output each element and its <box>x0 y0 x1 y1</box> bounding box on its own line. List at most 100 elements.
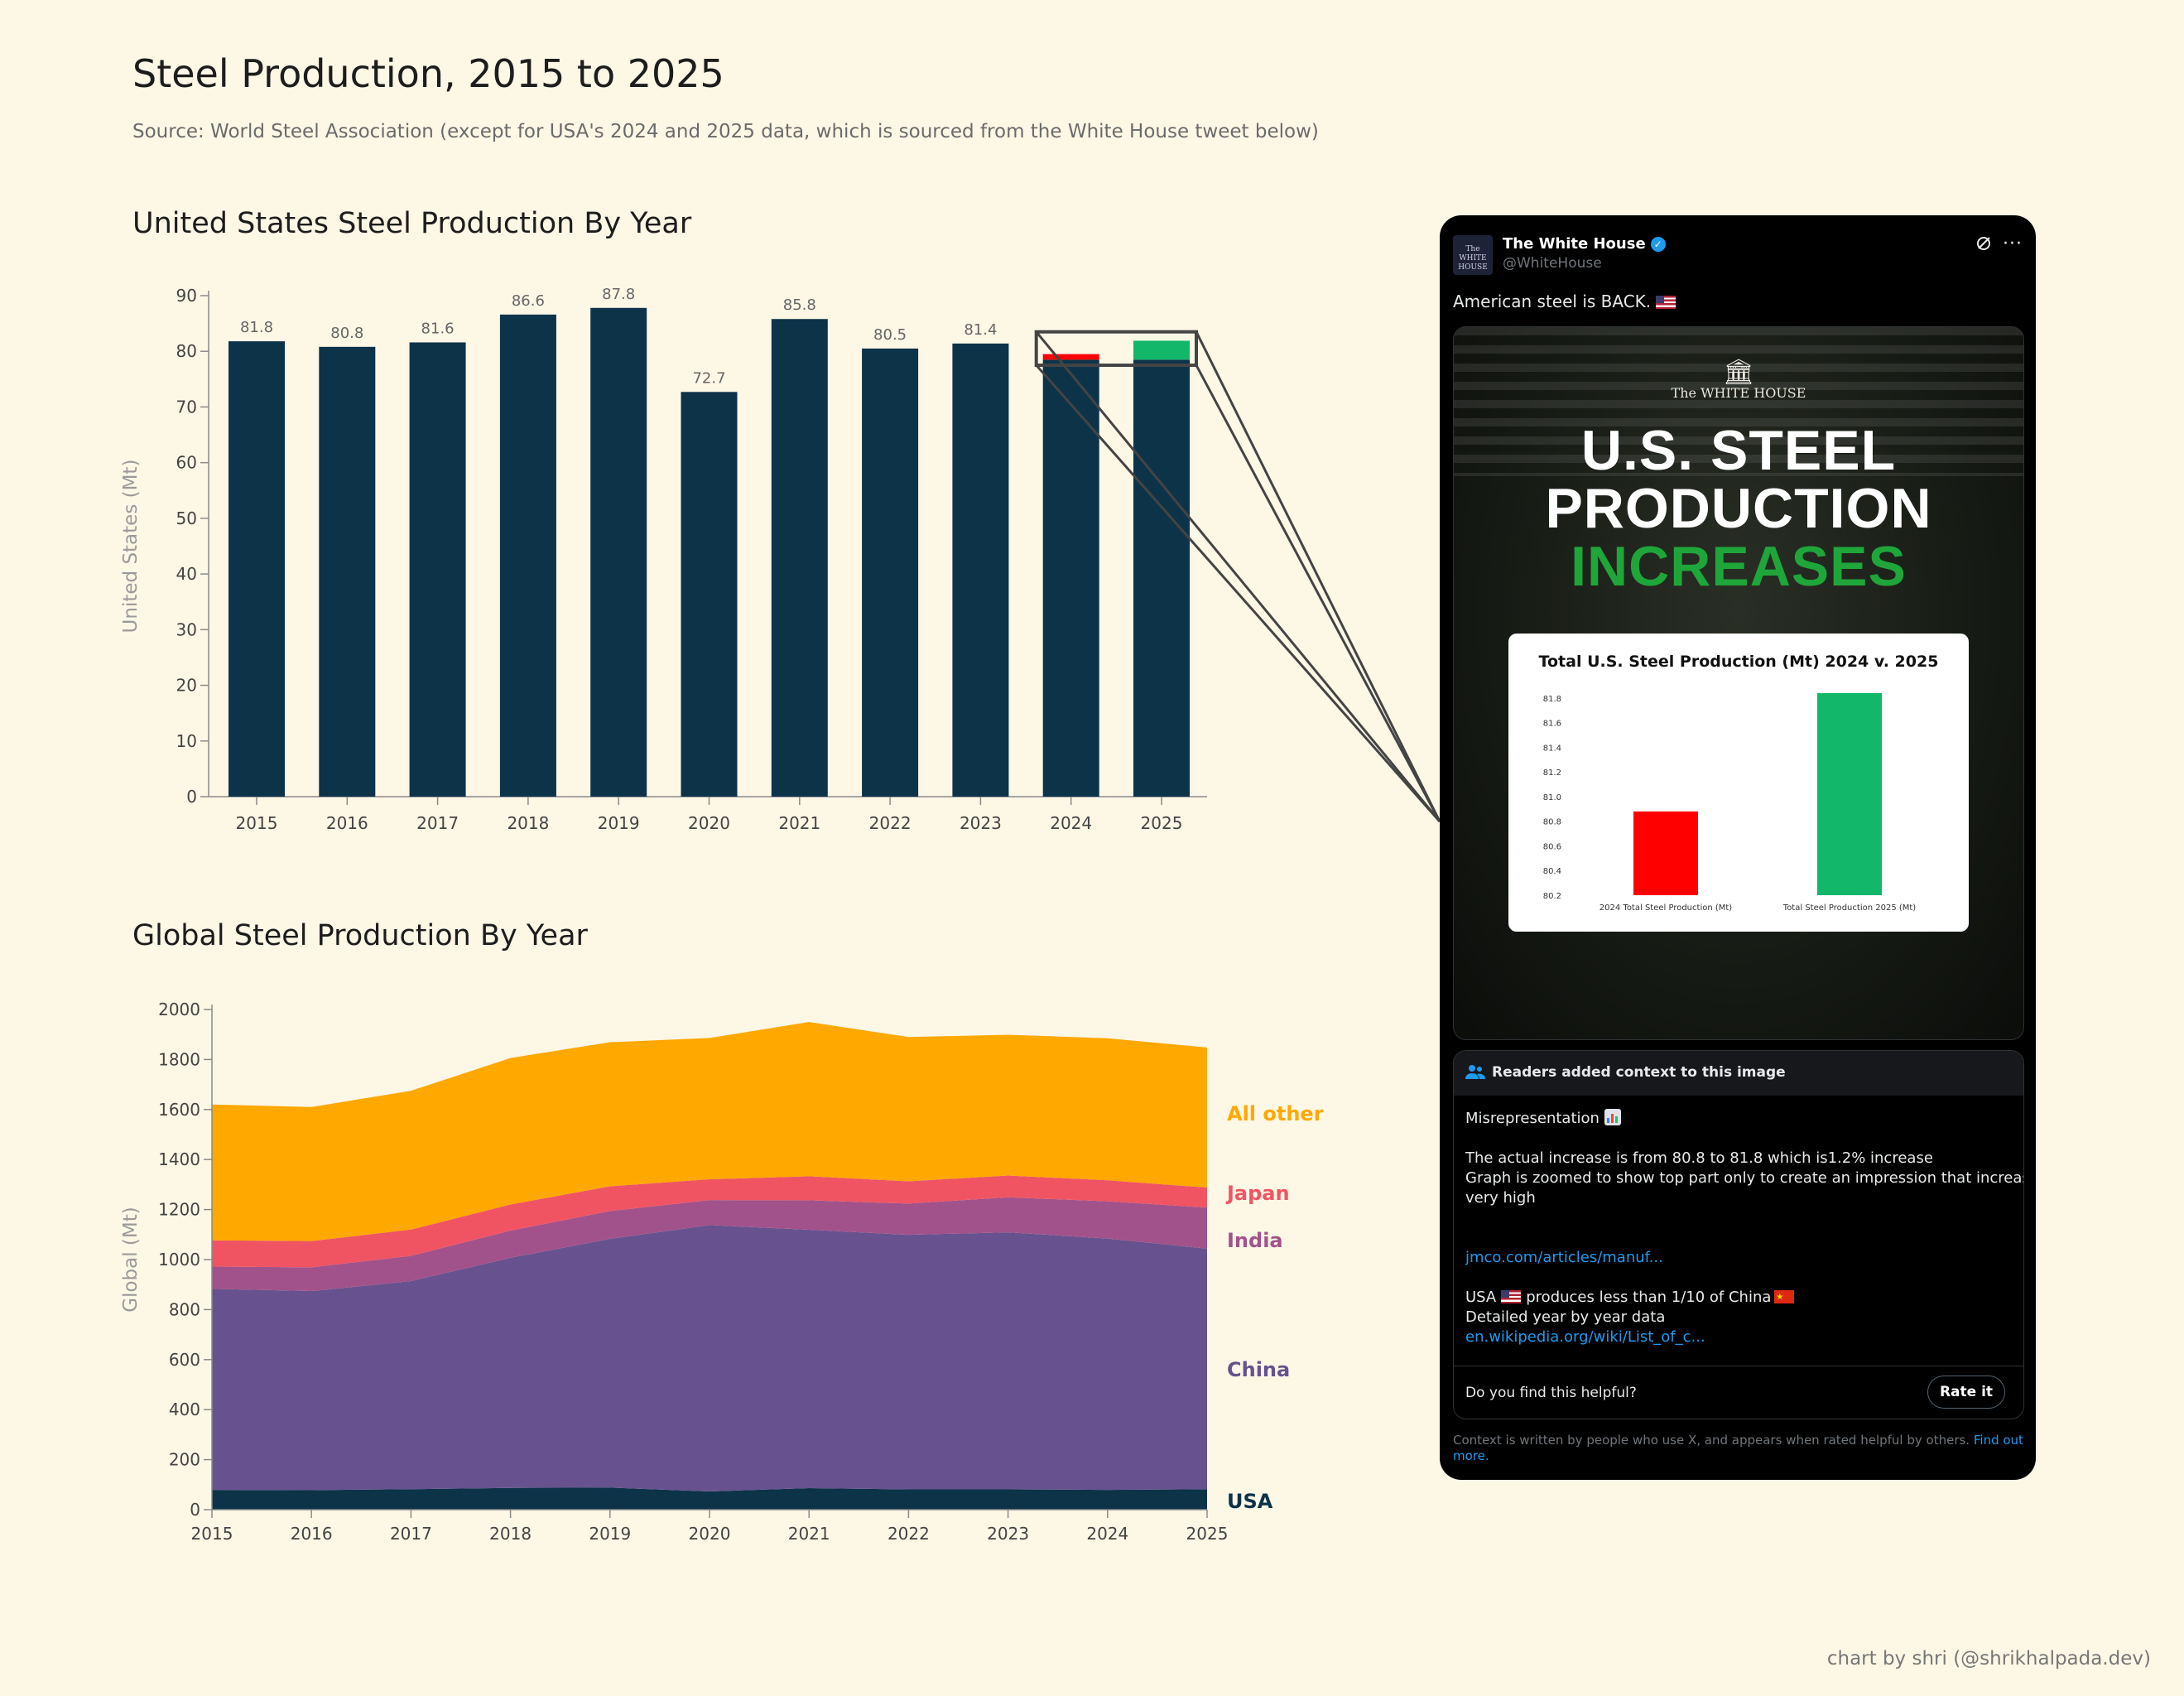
inner-bar-2025 <box>1817 693 1882 895</box>
us-x-tick-label: 2018 <box>507 813 549 833</box>
us-data-label: 81.8 <box>240 319 273 336</box>
us-x-tick-label: 2025 <box>1141 813 1183 833</box>
china-flag-icon <box>1774 1288 1795 1308</box>
find-out-more-link[interactable]: Find out more. <box>1453 1433 2023 1463</box>
us-bar-2015 <box>229 341 285 797</box>
global-chart-title: Global Steel Production By Year <box>132 919 588 952</box>
us-bar-highlight-2024 <box>1042 354 1099 360</box>
inner-chart-title: Total U.S. Steel Production (Mt) 2024 v.… <box>1539 653 1939 671</box>
global-y-axis-label: Global (Mt) <box>120 1207 142 1313</box>
whitehouse-avatar[interactable]: The WHITE HOUSE <box>1453 235 1493 275</box>
whitehouse-building-icon: 🏛 <box>1722 358 1755 387</box>
us-bar-2018 <box>499 314 556 797</box>
global-x-tick-label: 2025 <box>1186 1524 1229 1544</box>
global-x-tick-label: 2016 <box>291 1524 333 1544</box>
us-bar-2016 <box>319 346 376 797</box>
global-x-tick-label: 2018 <box>489 1524 532 1544</box>
global-y-tick-label: 1800 <box>158 1049 200 1069</box>
more-options-icon[interactable]: ··· <box>2003 234 2023 254</box>
inner-y-tick-label: 81.2 <box>1543 768 1561 778</box>
global-y-tick-label: 800 <box>169 1299 200 1319</box>
global-y-tick-label: 200 <box>169 1450 200 1470</box>
area-usa <box>212 1487 1207 1510</box>
chart-credit: chart by shri (@shrikhalpada.dev) <box>1826 1648 2151 1670</box>
global-y-tick-label: 0 <box>190 1500 200 1520</box>
inner-y-tick-label: 80.6 <box>1543 842 1561 851</box>
us-x-tick-label: 2023 <box>960 813 1002 833</box>
us-bar-2024 <box>1042 359 1099 797</box>
area-india <box>212 1197 1207 1292</box>
us-flag-icon <box>1501 1290 1522 1303</box>
global-x-tick-label: 2023 <box>987 1524 1029 1544</box>
us-x-tick-label: 2021 <box>778 813 820 833</box>
tweet-image[interactable]: 🏛 The WHITE HOUSE U.S. STEEL PRODUCTION … <box>1453 326 2024 1040</box>
global-x-tick-label: 2017 <box>390 1524 432 1544</box>
us-data-label: 80.5 <box>873 326 907 344</box>
page-title: Steel Production, 2015 to 2025 <box>132 51 724 96</box>
us-y-tick-label: 80 <box>176 341 197 361</box>
global-y-tick-label: 1600 <box>158 1100 200 1120</box>
us-data-label: 85.8 <box>783 296 816 314</box>
tweet-author-handle[interactable]: @WhiteHouse <box>1503 255 1602 272</box>
inner-y-tick-label: 80.8 <box>1543 818 1561 827</box>
us-y-tick-label: 40 <box>176 564 197 584</box>
us-y-tick-label: 90 <box>176 286 197 306</box>
us-y-tick-label: 20 <box>176 676 197 696</box>
image-headline-1: U.S. STEEL <box>1580 419 1897 482</box>
legend-label-japan: Japan <box>1225 1182 1290 1205</box>
legend-label-all-other: All other <box>1227 1102 1324 1125</box>
us-bar-2019 <box>590 307 647 797</box>
tweet-text: American steel is BACK. <box>1453 292 1676 311</box>
us-data-label: 80.8 <box>330 325 363 342</box>
area-china <box>212 1225 1207 1491</box>
community-note: Readers added context to this image Misr… <box>1453 1050 2024 1419</box>
zoom-connector <box>1035 330 1441 822</box>
us-x-tick-label: 2022 <box>869 813 912 833</box>
us-data-label: 87.8 <box>602 286 635 303</box>
us-x-tick-label: 2020 <box>688 813 730 833</box>
tweet-card[interactable]: The WHITE HOUSE The White House ✓ @WhiteH… <box>1440 215 2036 1480</box>
image-headline-3: INCREASES <box>1571 535 1907 598</box>
us-y-tick-label: 70 <box>176 397 197 417</box>
note-link-wikipedia[interactable]: en.wikipedia.org/wiki/List_of_c... <box>1465 1328 1705 1346</box>
inner-y-tick-label: 81.0 <box>1543 793 1561 802</box>
legend-label-usa: USA <box>1227 1490 1273 1513</box>
us-bar-2017 <box>409 342 466 797</box>
grok-icon[interactable] <box>1975 235 1992 252</box>
us-bar-highlight-2025 <box>1133 340 1190 360</box>
inner-y-tick-label: 81.4 <box>1543 744 1561 753</box>
us-x-tick-label: 2017 <box>416 813 459 833</box>
us-x-tick-label: 2016 <box>326 813 368 833</box>
inner-y-tick-label: 80.4 <box>1543 867 1561 876</box>
zoom-connector <box>1035 364 1441 822</box>
rate-it-button[interactable]: Rate it <box>1927 1376 2005 1409</box>
inner-y-tick-label: 81.6 <box>1543 720 1561 729</box>
global-y-tick-label: 600 <box>169 1350 200 1370</box>
verified-badge-icon: ✓ <box>1650 237 1666 252</box>
us-bar-2022 <box>862 348 919 797</box>
us-data-label: 81.4 <box>964 321 997 339</box>
global-x-tick-label: 2022 <box>888 1524 930 1544</box>
page-subtitle: Source: World Steel Association (except … <box>132 121 1319 142</box>
us-y-tick-label: 60 <box>176 453 197 473</box>
us-bar-2025 <box>1133 359 1190 797</box>
us-chart-title: United States Steel Production By Year <box>132 207 692 240</box>
people-icon <box>1465 1065 1485 1079</box>
tweet-author-name[interactable]: The White House ✓ <box>1503 235 1666 253</box>
us-flag-icon <box>1656 296 1676 309</box>
global-y-tick-label: 400 <box>169 1400 200 1419</box>
global-y-tick-label: 1400 <box>158 1149 200 1169</box>
bar-chart-emoji-icon <box>1604 1109 1621 1125</box>
us-data-label: 86.6 <box>512 292 545 310</box>
global-x-tick-label: 2020 <box>689 1524 731 1544</box>
us-y-tick-label: 30 <box>176 619 197 639</box>
note-link-jmco[interactable]: jmco.com/articles/manuf... <box>1465 1249 1663 1266</box>
us-x-tick-label: 2015 <box>236 813 278 833</box>
inner-x-label: Total Steel Production 2025 (Mt) <box>1782 903 1917 913</box>
note-body: Misrepresentation The actual increase is… <box>1465 1109 2023 1347</box>
us-bar-2020 <box>681 392 738 797</box>
us-data-label: 72.7 <box>692 369 725 387</box>
global-y-tick-label: 1200 <box>158 1200 200 1220</box>
inner-x-label: 2024 Total Steel Production (Mt) <box>1600 903 1733 913</box>
